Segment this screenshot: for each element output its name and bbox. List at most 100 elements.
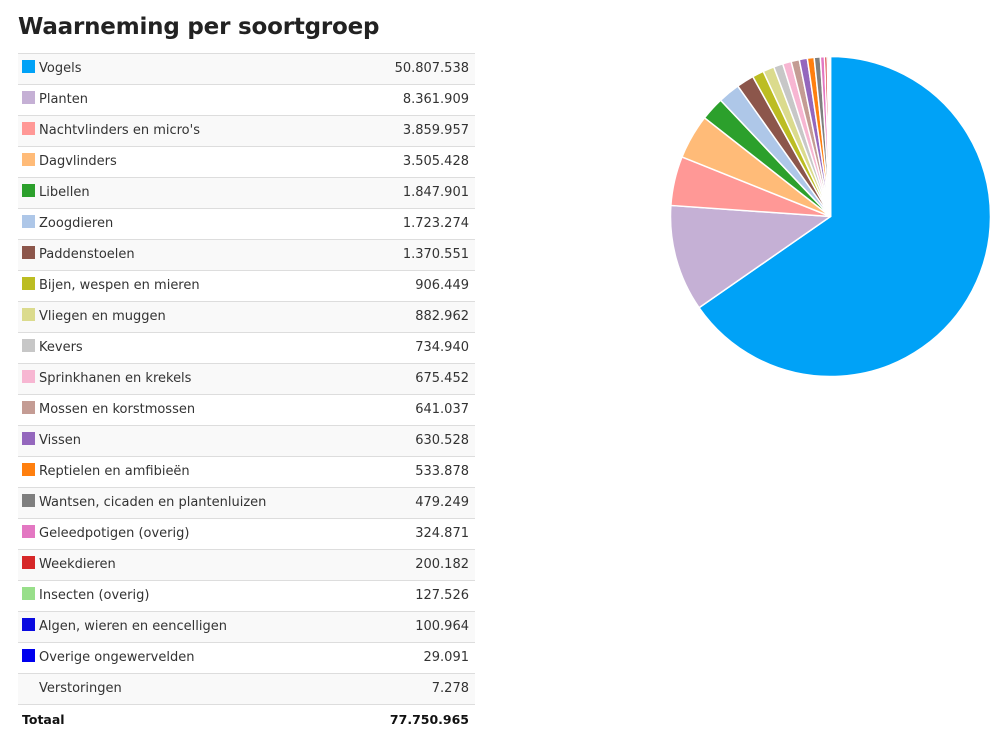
row-label: Insecten (overig) [39, 588, 150, 603]
row-label: Dagvlinders [39, 154, 117, 169]
row-label: Vliegen en muggen [39, 309, 166, 324]
row-name-cell: Mossen en korstmossen [18, 394, 359, 426]
row-label: Wantsen, cicaden en plantenluizen [39, 495, 267, 510]
table-row-nachtvlinders-en-micro-s: Nachtvlinders en micro's 3.859.957 [18, 115, 475, 147]
table-row-zoogdieren: Zoogdieren 1.723.274 [18, 208, 475, 240]
row-label: Overige ongewervelden [39, 650, 195, 665]
row-label: Verstoringen [39, 681, 122, 696]
legend-swatch [22, 525, 35, 538]
table-row-planten: Planten 8.361.909 [18, 84, 475, 116]
pie-chart [668, 54, 993, 379]
pie-slice-vogels[interactable] [698, 55, 992, 378]
row-name-cell: Zoogdieren [18, 208, 359, 240]
table-row-vogels: Vogels 50.807.538 [18, 53, 475, 85]
legend-swatch [22, 184, 35, 197]
table-row-wantsen-cicaden-en-plantenluizen: Wantsen, cicaden en plantenluizen 479.249 [18, 487, 475, 519]
table-row-kevers: Kevers 734.940 [18, 332, 475, 364]
legend-swatch [22, 91, 35, 104]
row-count: 675.452 [358, 363, 475, 395]
row-name-cell: Weekdieren [18, 549, 359, 581]
legend-swatch [22, 277, 35, 290]
table-row-overige-ongewervelden: Overige ongewervelden 29.091 [18, 642, 475, 674]
row-name-cell: Nachtvlinders en micro's [18, 115, 359, 147]
legend-swatch [22, 246, 35, 259]
table-row-mossen-en-korstmossen: Mossen en korstmossen 641.037 [18, 394, 475, 426]
legend-swatch [22, 339, 35, 352]
legend-swatch [22, 494, 35, 507]
legend-swatch [22, 432, 35, 445]
row-name-cell: Insecten (overig) [18, 580, 359, 612]
table-row-paddenstoelen: Paddenstoelen 1.370.551 [18, 239, 475, 271]
row-label: Nachtvlinders en micro's [39, 123, 200, 138]
row-name-cell: Paddenstoelen [18, 239, 359, 271]
table-row-libellen: Libellen 1.847.901 [18, 177, 475, 209]
table-row-algen-wieren-en-eencelligen: Algen, wieren en eencelligen 100.964 [18, 611, 475, 643]
row-label: Kevers [39, 340, 83, 355]
row-name-cell: Bijen, wespen en mieren [18, 270, 359, 302]
row-count: 324.871 [358, 518, 475, 550]
row-count: 882.962 [358, 301, 475, 333]
legend-swatch [22, 680, 35, 693]
row-count: 1.370.551 [358, 239, 475, 271]
row-label: Algen, wieren en eencelligen [39, 619, 228, 634]
row-name-cell: Kevers [18, 332, 359, 364]
row-name-cell: Planten [18, 84, 359, 116]
row-count: 200.182 [358, 549, 475, 581]
pie-slice-planten[interactable] [669, 204, 832, 309]
row-count: 641.037 [358, 394, 475, 426]
row-label: Bijen, wespen en mieren [39, 278, 200, 293]
legend-swatch [22, 370, 35, 383]
page-title: Waarneming per soortgroep [18, 14, 380, 40]
row-name-cell: Vissen [18, 425, 359, 457]
table-row-dagvlinders: Dagvlinders 3.505.428 [18, 146, 475, 178]
row-label: Vissen [39, 433, 82, 448]
table-row-geleedpotigen-overig: Geleedpotigen (overig) 324.871 [18, 518, 475, 550]
legend-swatch [22, 401, 35, 414]
species-group-table: Vogels 50.807.538 Planten 8.361.909 Nachtvli… [18, 53, 475, 735]
table-row-insecten-overig: Insecten (overig) 127.526 [18, 580, 475, 612]
row-name-cell: Reptielen en amfibieën [18, 456, 359, 488]
legend-swatch [22, 215, 35, 228]
row-label: Vogels [39, 61, 82, 76]
legend-swatch [22, 60, 35, 73]
legend-swatch [22, 649, 35, 662]
row-name-cell: Vliegen en muggen [18, 301, 359, 333]
row-name-cell: Geleedpotigen (overig) [18, 518, 359, 550]
row-label: Weekdieren [39, 557, 116, 572]
row-count: 3.859.957 [358, 115, 475, 147]
row-count: 127.526 [358, 580, 475, 612]
table-row-verstoringen: Verstoringen 7.278 [18, 673, 475, 705]
table-row-sprinkhanen-en-krekels: Sprinkhanen en krekels 675.452 [18, 363, 475, 395]
row-name-cell: Libellen [18, 177, 359, 209]
row-count: 7.278 [358, 673, 475, 705]
row-count: 630.528 [358, 425, 475, 457]
table-row-reptielen-en-amfibieen: Reptielen en amfibieën 533.878 [18, 456, 475, 488]
legend-swatch [22, 153, 35, 166]
table-row-weekdieren: Weekdieren 200.182 [18, 549, 475, 581]
row-name-cell: Sprinkhanen en krekels [18, 363, 359, 395]
row-count: 100.964 [358, 611, 475, 643]
row-label: Sprinkhanen en krekels [39, 371, 192, 386]
legend-swatch [22, 463, 35, 476]
total-row: Totaal 77.750.965 [18, 704, 475, 735]
legend-swatch [22, 556, 35, 569]
row-count: 479.249 [358, 487, 475, 519]
row-name-cell: Vogels [18, 53, 359, 85]
row-name-cell: Verstoringen [18, 673, 359, 705]
pie-chart-svg [669, 55, 992, 378]
row-label: Reptielen en amfibieën [39, 464, 190, 479]
legend-swatch [22, 587, 35, 600]
row-count: 734.940 [358, 332, 475, 364]
legend-swatch [22, 308, 35, 321]
row-label: Zoogdieren [39, 216, 114, 231]
total-label: Totaal [18, 704, 359, 735]
row-name-cell: Wantsen, cicaden en plantenluizen [18, 487, 359, 519]
table-row-vissen: Vissen 630.528 [18, 425, 475, 457]
legend-swatch [22, 618, 35, 631]
row-label: Geleedpotigen (overig) [39, 526, 190, 541]
row-count: 533.878 [358, 456, 475, 488]
row-count: 1.847.901 [358, 177, 475, 209]
row-count: 906.449 [358, 270, 475, 302]
total-count: 77.750.965 [358, 704, 475, 735]
row-count: 3.505.428 [358, 146, 475, 178]
